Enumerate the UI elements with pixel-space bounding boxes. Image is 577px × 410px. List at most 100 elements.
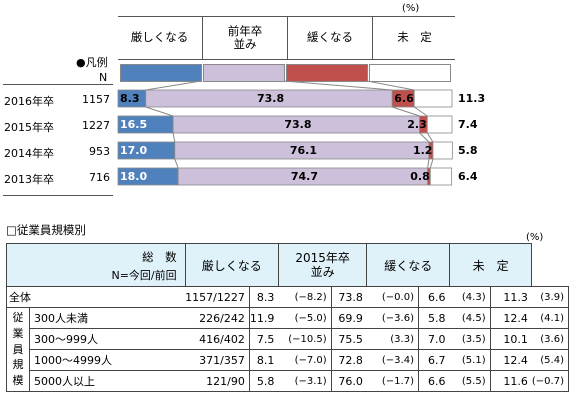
cell-diff: (4.3)	[449, 286, 491, 308]
cell-diff: (3.3)	[366, 328, 419, 350]
row-n: 121/90	[185, 370, 250, 392]
data-label: 73.8	[284, 118, 312, 131]
bar-segment	[426, 115, 453, 134]
header-total-cell: 総 数 N=今回/前回	[6, 243, 186, 287]
table-row: 300～999人 416/402 7.5 (−10.5) 75.5 (3.3) 7.0 (3.…	[7, 328, 569, 350]
row-n: 1157/1227	[185, 286, 250, 308]
table-header-row: 総 数 N=今回/前回 厳しくなる 2015年卒 並み 緩くなる 未 定	[6, 243, 569, 287]
row-label: 2016年卒	[4, 95, 54, 108]
table-body: 全体 1157/1227 8.3 (−8.2) 73.8 (−0.0) 6.6 (4.3) 11…	[6, 286, 569, 392]
row-n: 1157	[82, 93, 110, 106]
data-label: 73.8	[256, 92, 285, 105]
bar-segment	[413, 89, 453, 108]
data-label: 11.3	[458, 92, 486, 105]
row-label: 1000～4999人	[29, 349, 186, 371]
col-strict-label: 厳しくなる	[130, 30, 189, 45]
cell-diff: (4.1)	[531, 307, 569, 329]
col-same-label: 前年卒 並み	[227, 23, 263, 51]
legend-n-label: N	[99, 71, 108, 84]
row-n: 371/357	[185, 349, 250, 371]
connector-line	[145, 106, 174, 117]
employee-size-table: 総 数 N=今回/前回 厳しくなる 2015年卒 並み 緩くなる 未 定 全体 1…	[6, 243, 569, 392]
data-label: 1.2	[412, 144, 433, 157]
header-same-label: 2015年卒 並み	[295, 250, 350, 279]
cell-value: 7.5	[248, 328, 279, 350]
connector-line	[174, 158, 179, 169]
cell-value: 8.1	[248, 349, 279, 371]
cell-value: 11.6	[489, 370, 532, 392]
data-label: 6.6	[394, 92, 414, 105]
cell-value: 7.0	[417, 328, 450, 350]
row-label: 300人未満	[29, 307, 186, 329]
header-same: 2015年卒 並み	[277, 243, 368, 287]
cell-diff: (−10.5)	[278, 328, 332, 350]
header-undecided-label: 未 定	[472, 258, 509, 273]
row-label: 2014年卒	[4, 147, 54, 160]
row-n: 226/242	[185, 307, 250, 329]
cell-diff: (−3.1)	[278, 370, 332, 392]
cell-value: 73.8	[330, 286, 367, 308]
cell-value: 6.6	[417, 286, 450, 308]
row-n: 716	[89, 171, 110, 184]
row-label: 2015年卒	[4, 121, 54, 134]
header-n-label: N=今回/前回	[111, 269, 177, 282]
cell-diff: (−1.7)	[366, 370, 419, 392]
cell-diff: (−0.0)	[366, 286, 419, 308]
cell-diff: (−3.6)	[366, 307, 419, 329]
row-n: 953	[89, 145, 110, 158]
cell-value: 8.3	[248, 286, 279, 308]
header-loose: 緩くなる	[366, 243, 451, 287]
data-label: 17.0	[120, 144, 148, 157]
group-label: 従業員規模	[6, 307, 30, 392]
connector-line	[172, 132, 176, 143]
cell-diff: (3.6)	[531, 328, 569, 350]
cell-value: 11.3	[489, 286, 532, 308]
connector-line	[392, 106, 420, 117]
group-label-char: 規	[12, 358, 24, 372]
connector-line	[283, 80, 393, 91]
cell-value: 5.8	[417, 307, 450, 329]
group-label-char: 員	[12, 342, 24, 356]
data-label: 7.4	[458, 118, 478, 131]
cell-diff: (−0.7)	[531, 370, 569, 392]
cell-value: 11.9	[248, 307, 279, 329]
cell-value: 6.6	[417, 370, 450, 392]
data-label: 6.4	[458, 170, 478, 183]
legend-swatch-undecided	[369, 64, 451, 82]
legend-swatch-loose	[286, 64, 368, 82]
table-row: 従業員規模 300人未満 226/242 11.9 (−5.0) 69.9 (−3.6) 5.…	[6, 307, 569, 392]
header-strict-label: 厳しくなる	[201, 258, 262, 273]
cell-diff: (5.1)	[449, 349, 491, 371]
connector-line	[366, 80, 415, 91]
table-row: 5000人以上 121/90 5.8 (−3.1) 76.0 (−1.7) 6.6 (5.5)…	[7, 370, 569, 392]
col-undecided-label: 未 定	[397, 30, 432, 45]
col-undecided: 未 定	[372, 17, 456, 59]
cell-diff: (5.4)	[531, 349, 569, 371]
col-loose-label: 緩くなる	[307, 30, 353, 45]
cell-value: 75.5	[330, 328, 367, 350]
cell-value: 72.8	[330, 349, 367, 371]
connector-line	[426, 132, 434, 143]
data-label: 76.1	[289, 144, 317, 157]
percent-unit-table: (%)	[526, 232, 544, 243]
row-label: 300～999人	[29, 328, 186, 350]
data-label: 8.3	[120, 92, 140, 105]
cell-diff: (−7.0)	[278, 349, 332, 371]
header-total-label: 総 数	[142, 250, 177, 264]
bar-segment	[432, 141, 453, 160]
row-label: 2013年卒	[4, 173, 54, 186]
connector-line	[429, 158, 434, 169]
chart-left-bracket	[3, 84, 113, 196]
data-label: 0.8	[410, 170, 430, 183]
header-strict: 厳しくなる	[184, 243, 279, 287]
cell-diff: (−3.4)	[366, 349, 419, 371]
row-n: 1227	[82, 119, 110, 132]
row-label: 5000人以上	[29, 370, 186, 392]
bar-chart	[117, 80, 453, 186]
connector-line	[427, 158, 430, 169]
connector-line	[419, 132, 430, 143]
cell-diff: (5.5)	[449, 370, 491, 392]
cell-diff: (3.5)	[449, 328, 491, 350]
row-n: 416/402	[185, 328, 250, 350]
cell-value: 5.8	[248, 370, 279, 392]
